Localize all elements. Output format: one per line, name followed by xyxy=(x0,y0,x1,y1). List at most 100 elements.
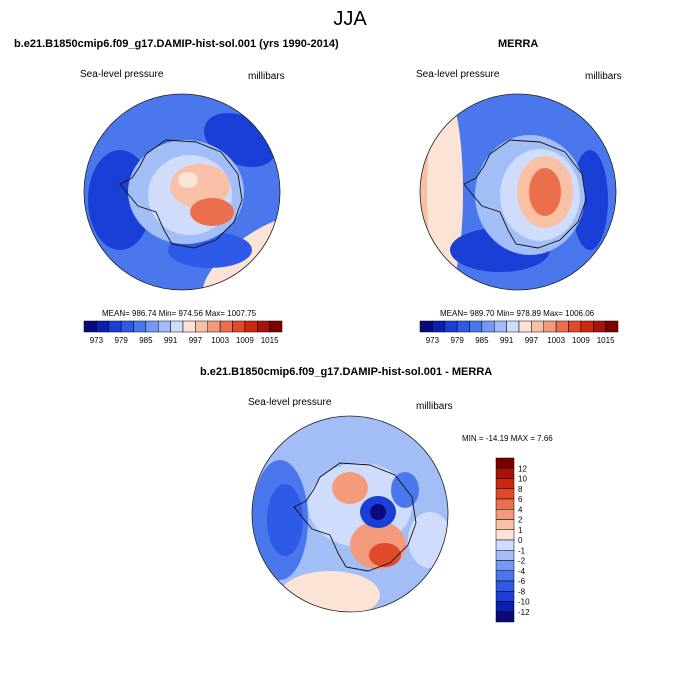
panel1-map xyxy=(84,94,280,290)
panel3-colorbar-tick: -8 xyxy=(518,587,526,596)
panel1-coastline xyxy=(119,139,243,249)
panel3-map xyxy=(252,416,448,612)
panel2-colorbar-box xyxy=(593,320,606,333)
panel1-colorbar: 973 979 985 991 997 1003 1009 1015 xyxy=(83,320,283,345)
panel2-colorbar-box xyxy=(518,320,532,333)
panel3-colorbar-box xyxy=(495,580,515,592)
panel1-colorbar-box xyxy=(257,320,270,333)
panel3-colorbar-box xyxy=(495,560,515,571)
panel2-stats: MEAN= 989.70 Min= 978.89 Max= 1006.06 xyxy=(440,309,595,318)
panel3-colorbar-box xyxy=(495,570,515,582)
panel2-map xyxy=(420,94,616,290)
panel1-colorbar-tick: 985 xyxy=(139,336,153,345)
panel3-colorbar-box xyxy=(495,539,515,551)
panel3-positive-core xyxy=(369,543,401,567)
panel3-colorbar-tick: 8 xyxy=(518,485,523,494)
panel3-neutral-east xyxy=(408,512,448,568)
panel3-stats: MIN = -14.19 MAX = 7.66 xyxy=(462,434,553,443)
panel3-positive-north xyxy=(332,472,368,504)
panel1-colorbar-tick: 1003 xyxy=(211,336,229,345)
panel2-colorbar-tick: 1009 xyxy=(572,336,590,345)
panel2-colorbar-box xyxy=(419,320,433,333)
panel2-title: MERRA xyxy=(498,38,539,50)
panel1-colorbar-box xyxy=(207,320,221,333)
panel1-colorbar-tick: 997 xyxy=(189,336,203,345)
panel1-stats: MEAN= 986.74 Min= 974.56 Max= 1007.75 xyxy=(102,309,257,318)
panel2-colorbar-box xyxy=(444,320,458,333)
panel2-west-light xyxy=(427,94,463,290)
panel2-high xyxy=(529,168,561,216)
panel3-colorbar-box xyxy=(495,519,515,530)
panel3-negative-core xyxy=(370,504,386,520)
panel1-colorbar-box xyxy=(232,320,246,333)
panel2-colorbar-box xyxy=(568,320,582,333)
panel2-colorbar-tick: 997 xyxy=(525,336,539,345)
panel1-map-border xyxy=(83,93,281,291)
panel2-colorbar-box xyxy=(543,320,557,333)
panel2-colorbar-tick: 979 xyxy=(450,336,464,345)
panel2-map-border xyxy=(419,93,617,291)
panel1-colorbar-box xyxy=(244,320,258,333)
panel1-colorbar-box xyxy=(120,320,134,333)
panel2-colorbar-box xyxy=(469,320,483,333)
panel2-colorbar: 973 979 985 991 997 1003 1009 1015 xyxy=(419,320,619,345)
panel2-colorbar-tick: 1003 xyxy=(547,336,565,345)
panel3-colorbar-box xyxy=(495,529,515,541)
panel3-colorbar-box xyxy=(495,601,515,612)
panel1-colorbar-tick: 991 xyxy=(164,336,178,345)
panel2-coastline xyxy=(463,139,587,249)
panel1-colorbar-box xyxy=(219,320,233,333)
panel2-colorbar-box xyxy=(531,320,544,333)
panel1-dome xyxy=(178,172,198,188)
panel3-colorbar-box xyxy=(495,457,515,469)
panel1-colorbar-tick: 979 xyxy=(114,336,128,345)
panel3-colorbar-tick: 6 xyxy=(518,495,523,504)
panel3-colorbar-tick: -4 xyxy=(518,567,526,576)
panel1-colorbar-box xyxy=(108,320,122,333)
panel1-colorbar-box xyxy=(269,320,283,333)
panel1-colorbar-box xyxy=(170,320,184,333)
panel1-colorbar-box xyxy=(145,320,159,333)
panel3-colorbar-tick: -2 xyxy=(518,557,526,566)
panel2-colorbar-box xyxy=(481,320,495,333)
panel3-colorbar-tick: 2 xyxy=(518,516,523,525)
panel2-colorbar-box xyxy=(605,320,619,333)
panel3-colorbar-tick: 0 xyxy=(518,536,523,545)
panel2-colorbar-box xyxy=(506,320,520,333)
panel1-high xyxy=(190,198,234,226)
panel1-colorbar-box xyxy=(133,320,147,333)
panel3-colorbar-tick: -6 xyxy=(518,577,526,586)
panel2-colorbar-tick: 1015 xyxy=(597,336,615,345)
panel2-colorbar-tick: 973 xyxy=(426,336,440,345)
panel1-colorbar-tick: 973 xyxy=(90,336,104,345)
panel2-colorbar-tick: 991 xyxy=(500,336,514,345)
panel3-colorbar-tick: 10 xyxy=(518,475,527,484)
panel3-colorbar-box xyxy=(495,591,515,602)
panel3-colorbar-box xyxy=(495,509,515,520)
panel3-coastline xyxy=(293,462,417,572)
panel2-colorbar-box xyxy=(555,320,569,333)
panel1-right-label: millibars xyxy=(248,71,285,82)
panel3-map-border xyxy=(251,415,449,613)
panel2-colorbar-box xyxy=(494,320,507,333)
panel1-colorbar-box xyxy=(195,320,208,333)
panel3-colorbar-tick: 1 xyxy=(518,526,523,535)
panel3-right-label: millibars xyxy=(416,401,453,412)
panel1-colorbar-box xyxy=(182,320,196,333)
page-title: JJA xyxy=(333,8,367,30)
panel1-colorbar-box xyxy=(83,320,97,333)
panel3-negative-northeast xyxy=(391,472,419,508)
panel2-colorbar-box xyxy=(432,320,445,333)
panel3-title: b.e21.B1850cmip6.f09_g17.DAMIP-hist-sol.… xyxy=(200,366,493,378)
panel3-colorbar-box xyxy=(495,488,515,500)
panel2-colorbar-box xyxy=(456,320,470,333)
panel3-colorbar-tick: -1 xyxy=(518,546,526,555)
panel3-low-west-core xyxy=(267,484,303,556)
panel2-colorbar-box xyxy=(580,320,594,333)
panel3-colorbar-box xyxy=(495,611,515,623)
panel2-right-label: millibars xyxy=(585,71,622,82)
panel1-colorbar-box xyxy=(158,320,171,333)
panel1-colorbar-tick: 1015 xyxy=(261,336,279,345)
